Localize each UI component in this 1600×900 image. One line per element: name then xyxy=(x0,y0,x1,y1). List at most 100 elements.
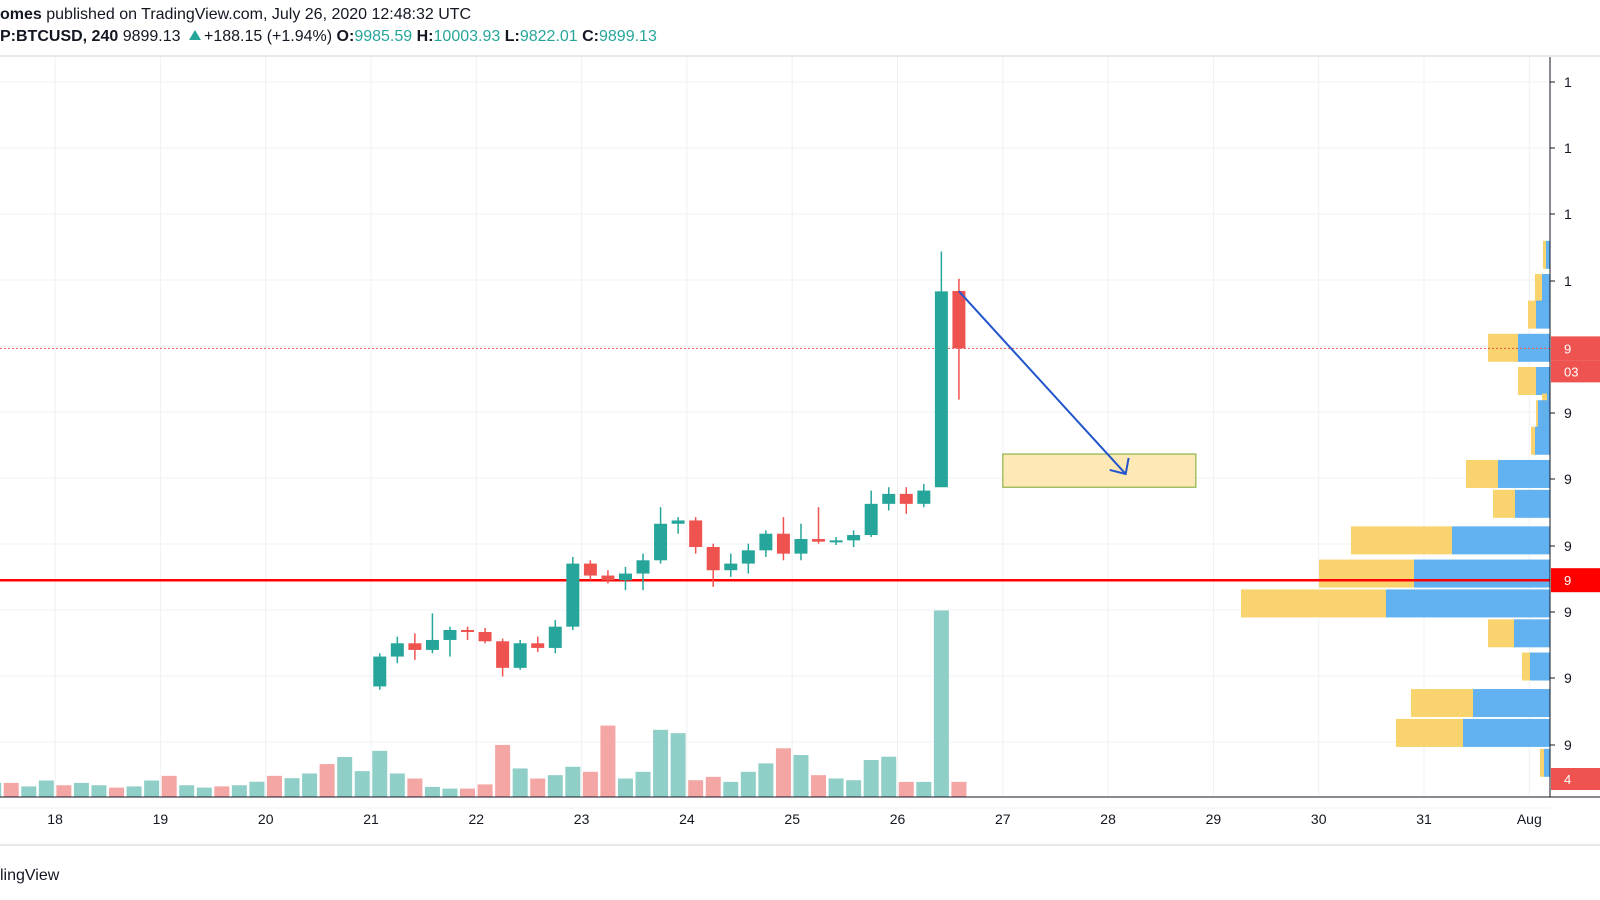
volume-bar xyxy=(600,725,616,797)
author-name[interactable]: omes xyxy=(0,6,42,23)
candle-up xyxy=(724,563,738,571)
volume-bar xyxy=(916,781,932,797)
volume-bar xyxy=(881,756,897,797)
volume-profile-down xyxy=(1522,652,1530,681)
candle-up xyxy=(934,291,948,488)
volume-bar xyxy=(442,788,458,797)
candle-up xyxy=(741,550,755,564)
candle-up xyxy=(847,535,861,541)
volume-profile-down xyxy=(1540,748,1544,777)
volume-bar xyxy=(898,781,914,797)
symbol-label[interactable]: P:BTCUSD, 240 xyxy=(0,28,119,45)
volume-bar xyxy=(723,781,739,797)
volume-bar xyxy=(670,733,686,797)
candle-up xyxy=(548,626,562,648)
volume-bar xyxy=(811,775,827,797)
candlesticks xyxy=(373,251,966,690)
candle-down xyxy=(408,643,422,650)
candle-down xyxy=(461,630,475,632)
time-tick-label: 20 xyxy=(258,811,274,827)
volume-profile-down xyxy=(1396,718,1463,747)
volume-bar xyxy=(530,778,546,797)
price-tag-label: 9 xyxy=(1564,573,1571,588)
last-price: 9899.13 xyxy=(122,28,181,45)
price-tick-label: 9 xyxy=(1564,405,1572,421)
volume-bar xyxy=(196,787,212,797)
volume-bar xyxy=(565,766,581,797)
price-tag-label: 4 xyxy=(1564,772,1571,787)
volume-profile-up xyxy=(1463,718,1550,747)
time-axis[interactable]: 18 19 20 21 22 23 24 25 26 27 28 29 30 31 Aug xyxy=(0,796,1600,846)
countdown-tag xyxy=(1551,360,1600,383)
price-tick-label: 9 xyxy=(1564,737,1572,753)
price-lines xyxy=(0,347,1550,582)
volume-bar xyxy=(109,787,125,797)
candle-down xyxy=(899,493,913,504)
volume-bar xyxy=(758,763,774,797)
volume-bar xyxy=(793,755,809,797)
candle-down xyxy=(531,643,545,648)
volume-bar xyxy=(863,760,879,797)
volume-profile-up xyxy=(1515,489,1550,518)
volume-bar xyxy=(337,757,353,797)
volume-bar xyxy=(933,610,949,797)
volume-bar xyxy=(266,775,282,797)
volume-profile-up xyxy=(1518,333,1550,362)
volume-profile-down xyxy=(1493,489,1515,518)
candle-down xyxy=(706,547,720,571)
volume-bar xyxy=(477,784,493,797)
volume-bar xyxy=(73,782,89,797)
volume-bar xyxy=(688,780,704,797)
volume-profile-down xyxy=(1535,274,1542,303)
time-tick-label: 19 xyxy=(153,811,169,827)
volume-bar xyxy=(617,778,633,797)
high-value: 10003.93 xyxy=(433,28,501,45)
candle-down xyxy=(601,575,615,581)
volume-profile-up xyxy=(1473,689,1550,718)
volume-profile-down xyxy=(1531,426,1535,455)
volume-bar xyxy=(389,773,405,797)
candle-up xyxy=(654,523,668,561)
volume-profile-up xyxy=(1536,300,1550,329)
volume-bar xyxy=(460,788,476,797)
volume-bar xyxy=(319,764,335,797)
volume-profile-up xyxy=(1544,748,1550,777)
time-tick-label: 29 xyxy=(1206,811,1222,827)
volume-bar xyxy=(21,786,37,797)
volume-bar xyxy=(547,775,563,797)
candle-down xyxy=(478,631,492,642)
volume-bar xyxy=(582,771,598,797)
time-tick-label: 31 xyxy=(1416,811,1432,827)
volume-profile-down xyxy=(1536,400,1538,429)
candle-down xyxy=(776,533,790,554)
open-label: O: xyxy=(336,28,355,45)
candle-up xyxy=(373,656,387,687)
candle-up xyxy=(759,533,773,551)
price-axis[interactable]: 1 1 1 1 9 9 9 9 9 9 9 03 9 4 xyxy=(1549,57,1600,797)
time-tick-label: 25 xyxy=(784,811,800,827)
volume-bar xyxy=(407,778,423,797)
volume-bar xyxy=(284,778,300,797)
candle-down xyxy=(689,520,703,547)
volume-profile-up xyxy=(1536,367,1550,395)
volume-profile-down xyxy=(1319,559,1414,588)
volume-profile-down xyxy=(1543,240,1546,269)
open-value: 9985.59 xyxy=(354,28,413,45)
drawings[interactable] xyxy=(958,290,1197,488)
volume-bar xyxy=(214,786,230,797)
volume-bar xyxy=(775,748,791,797)
volume-profile-up xyxy=(1542,274,1550,303)
candle-up xyxy=(636,560,650,574)
tradingview-brand[interactable]: lingView xyxy=(0,867,59,885)
volume-profile-up xyxy=(1414,559,1550,588)
low-label: L: xyxy=(504,28,520,45)
price-change: +188.15 (+1.94%) xyxy=(204,28,333,45)
volume-bar xyxy=(705,776,721,797)
candle-down xyxy=(583,563,597,576)
volume-profile-up xyxy=(1452,526,1550,555)
volume-bar xyxy=(495,744,511,797)
candle-up xyxy=(671,520,685,524)
target-zone xyxy=(1002,453,1197,488)
candle-up xyxy=(829,540,843,543)
